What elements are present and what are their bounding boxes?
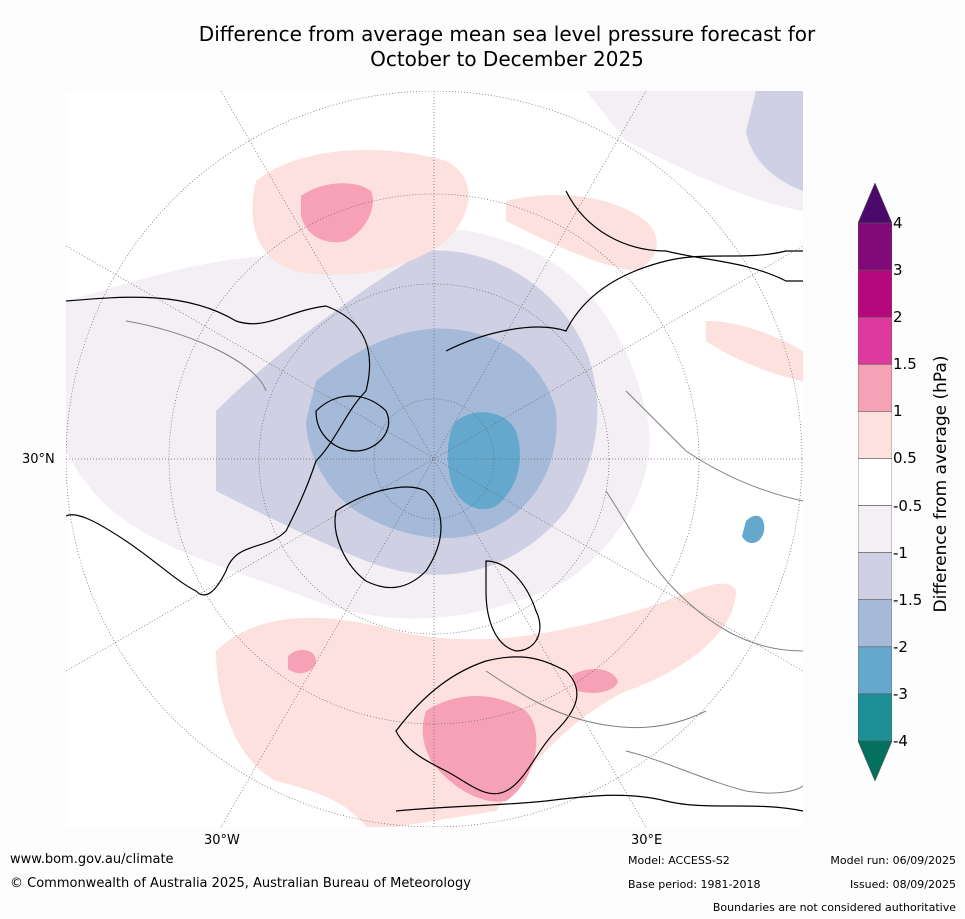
east-asia-coast — [565, 190, 803, 282]
footer-website: www.bom.gov.au/climate — [10, 852, 174, 867]
colorbar-tick-label: 0.5 — [893, 449, 917, 468]
colorbar-bin — [858, 222, 892, 271]
title-line-2: October to December 2025 — [370, 47, 644, 71]
colorbar-tick-label: -3 — [893, 684, 908, 703]
colorbar-bin — [858, 505, 892, 553]
footer-disclaimer: Boundaries are not considered authoritat… — [712, 901, 956, 914]
positive-core-black-sea — [571, 669, 618, 693]
colorbar-bin — [858, 458, 892, 506]
middle-east-border — [625, 750, 803, 794]
colorbar-tick-label: 4 — [893, 214, 903, 232]
footer-copyright: © Commonwealth of Australia 2025, Austra… — [10, 876, 471, 891]
positive-band-east-asia — [506, 195, 657, 271]
colorbar-bin — [858, 183, 892, 224]
negative-lobe-ne — [746, 91, 803, 191]
footer-model: Model: ACCESS-S2 — [628, 854, 730, 867]
colorbar-bin — [858, 552, 892, 601]
colorbar-bin — [858, 599, 892, 648]
footer-base-period: Base period: 1981-2018 — [628, 878, 761, 891]
pressure-anomaly-map: 30°N — [66, 91, 803, 827]
colorbar-tick-label: 1 — [893, 402, 903, 421]
eurasia-north-coast — [445, 250, 803, 352]
colorbar-bins — [858, 183, 892, 781]
greenland-coast — [334, 486, 442, 589]
positive-core-north-pacific — [301, 183, 374, 243]
colorbar-tick-label: 2 — [893, 308, 903, 327]
north-africa-coast — [395, 794, 803, 812]
lon-label-30e: 30°E — [631, 833, 663, 848]
lat-label-30n-left: 30°N — [22, 452, 55, 467]
colorbar-bin — [858, 363, 892, 412]
colorbar-tick-label: -2 — [893, 637, 908, 656]
title-line-1: Difference from average mean sea level p… — [198, 22, 816, 46]
europe-border — [485, 670, 707, 729]
footer-model-run: Model run: 06/09/2025 — [830, 854, 956, 867]
north-america-coast — [66, 296, 371, 596]
europe-coast — [395, 656, 578, 795]
chart-title: Difference from average mean sea level p… — [0, 22, 965, 72]
positive-core-atlantic-small — [288, 649, 316, 674]
colorbar — [858, 183, 892, 781]
colorbar-tick-label: -1 — [893, 543, 908, 562]
positive-band-central-asia — [706, 321, 803, 381]
colorbar-tick-label: -0.5 — [893, 496, 923, 515]
colorbar-tick-label: -4 — [893, 732, 908, 750]
colorbar-bin — [858, 411, 892, 459]
coastlines — [66, 190, 803, 812]
colorbar-bin — [858, 740, 892, 781]
colorbar-tick-label: -1.5 — [893, 590, 923, 609]
canada-us-border — [125, 320, 267, 392]
russia-border — [605, 490, 803, 652]
negative-spot-east — [742, 515, 765, 543]
scandinavia-coast — [485, 560, 541, 652]
colorbar-bin — [858, 646, 892, 695]
country-borders — [125, 320, 803, 794]
colorbar-bin — [858, 269, 892, 318]
colorbar-tick-label: 1.5 — [893, 355, 917, 374]
anomaly-shading — [66, 91, 803, 827]
colorbar-bin — [858, 316, 892, 365]
central-asia-border — [625, 390, 803, 502]
colorbar-title: Difference from average (hPa) — [931, 355, 951, 613]
colorbar-bin — [858, 693, 892, 742]
strongest-negative-core — [447, 412, 520, 510]
footer-issued: Issued: 08/09/2025 — [849, 878, 956, 891]
positive-core-mediterranean — [422, 696, 537, 802]
colorbar-tick-label: 3 — [893, 261, 903, 280]
lon-label-30w: 30°W — [204, 833, 240, 848]
arctic-islands — [315, 395, 390, 452]
